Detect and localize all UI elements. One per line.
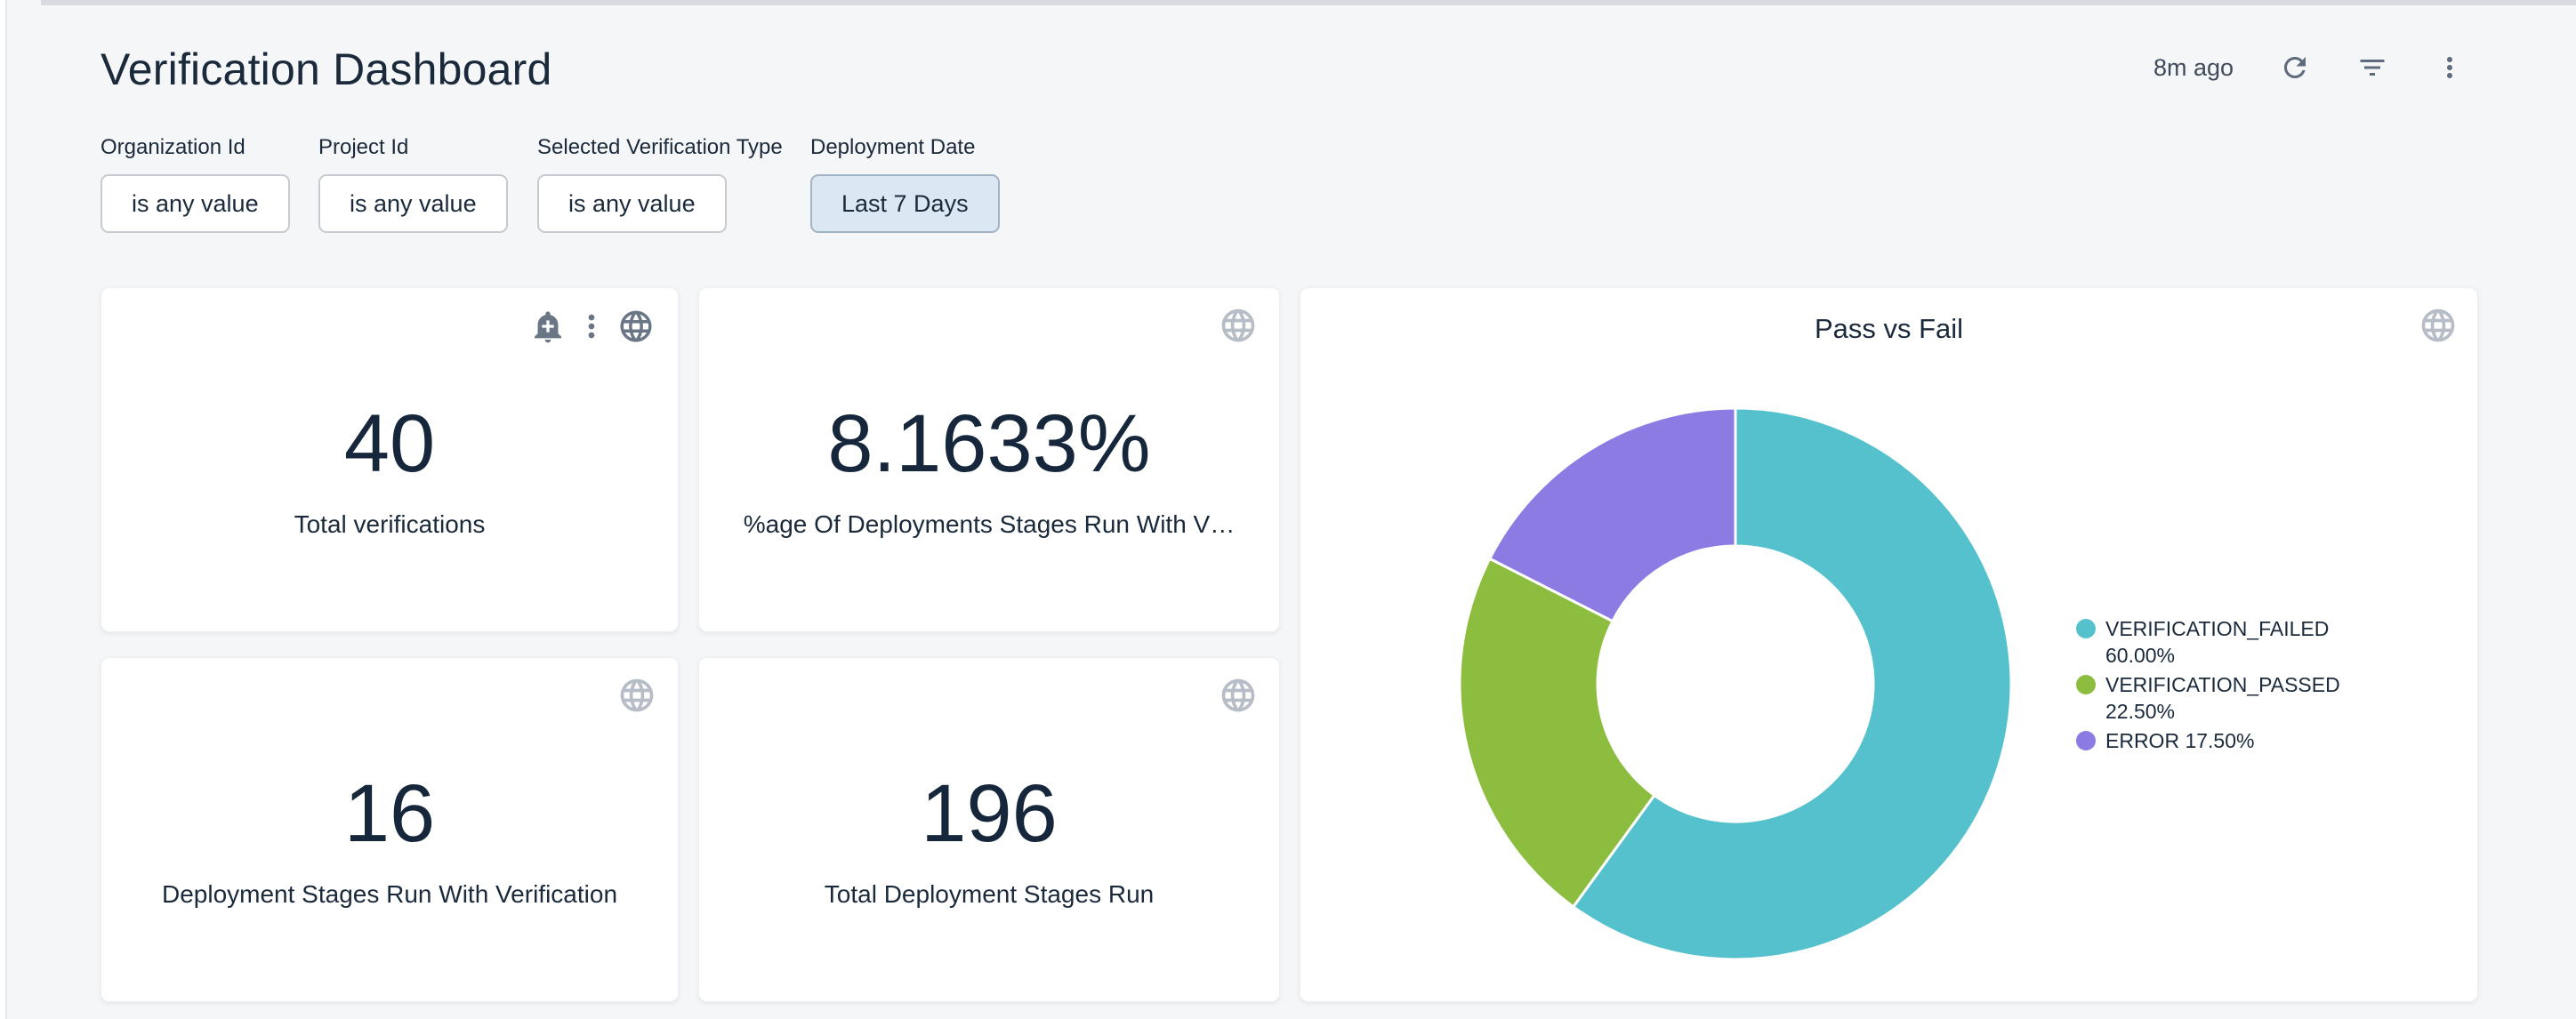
filter-bar: Organization Id is any value Project Id …	[101, 135, 1000, 233]
donut-chart	[1442, 390, 2029, 977]
filter-value-button-verification-type[interactable]: is any value	[537, 174, 727, 233]
donut-slice-verification_passed[interactable]	[1458, 557, 1656, 909]
globe-icon[interactable]	[2419, 306, 2458, 345]
donut-slice-verification_failed[interactable]	[1571, 406, 2013, 961]
legend-item-verification-failed[interactable]: VERIFICATION_FAILED 60.00%	[2076, 615, 2379, 669]
tile-hover-actions	[530, 308, 655, 345]
tile-stages-run-with-verification: 16 Deployment Stages Run With Verificati…	[101, 657, 679, 1002]
filter-list-icon[interactable]	[2356, 52, 2388, 84]
filter-label: Organization Id	[101, 135, 246, 159]
filter-label: Deployment Date	[810, 135, 976, 159]
chart-legend: VERIFICATION_FAILED 60.00% VERIFICATION_…	[2076, 615, 2379, 754]
legend-dot-verification-failed	[2076, 619, 2096, 638]
filter-value-button-organization-id[interactable]: is any value	[101, 174, 290, 233]
legend-label: VERIFICATION_FAILED 60.00%	[2105, 617, 2330, 667]
legend-dot-error	[2076, 731, 2096, 750]
legend-label: ERROR 17.50%	[2105, 729, 2255, 752]
filter-deployment-date: Deployment Date Last 7 Days	[810, 135, 1000, 233]
legend-dot-verification-passed	[2076, 675, 2096, 694]
kebab-menu-icon[interactable]	[574, 309, 609, 344]
tile-total-stages-run: 196 Total Deployment Stages Run	[698, 657, 1280, 1002]
left-edge-strip	[0, 0, 7, 1019]
filter-value-button-project-id[interactable]: is any value	[318, 174, 508, 233]
globe-icon[interactable]	[1219, 306, 1258, 345]
filter-organization-id: Organization Id is any value	[101, 135, 318, 233]
refresh-icon[interactable]	[2279, 52, 2311, 84]
donut-slice-error[interactable]	[1487, 406, 1737, 623]
globe-icon[interactable]	[1219, 676, 1258, 715]
legend-label: VERIFICATION_PASSED 22.50%	[2105, 673, 2340, 723]
tile-label: Total verifications	[294, 510, 486, 538]
tile-label: Deployment Stages Run With Verification	[161, 880, 618, 908]
tile-pct-stages-with-verification: 8.1633% %age Of Deployments Stages Run W…	[698, 287, 1280, 632]
legend-item-verification-passed[interactable]: VERIFICATION_PASSED 22.50%	[2076, 671, 2379, 725]
tile-value: 40	[343, 398, 436, 489]
kebab-menu-icon[interactable]	[2434, 52, 2466, 84]
filter-label: Project Id	[318, 135, 409, 159]
filter-verification-type: Selected Verification Type is any value	[537, 135, 810, 233]
filter-value-button-deployment-date[interactable]: Last 7 Days	[810, 174, 1000, 233]
tile-value: 16	[343, 768, 436, 859]
last-refresh-timestamp: 8m ago	[2153, 53, 2234, 81]
tile-label: Total Deployment Stages Run	[824, 880, 1155, 908]
filter-project-id: Project Id is any value	[318, 135, 537, 233]
globe-icon[interactable]	[617, 676, 656, 715]
globe-icon[interactable]	[617, 308, 655, 345]
page-title: Verification Dashboard	[101, 44, 552, 94]
tile-value: 8.1633%	[827, 398, 1151, 489]
header-actions: 8m ago	[2153, 52, 2466, 84]
pass-vs-fail-chart-card: Pass vs Fail VERIFICATION_FAILED 60.00% …	[1300, 287, 2478, 1002]
legend-item-error[interactable]: ERROR 17.50%	[2076, 727, 2379, 754]
tile-label: %age Of Deployments Stages Run With V…	[743, 510, 1236, 538]
chart-title: Pass vs Fail	[1814, 313, 1964, 344]
filter-label: Selected Verification Type	[537, 135, 783, 159]
top-scroll-strip	[41, 0, 2576, 5]
tile-value: 196	[921, 768, 1058, 859]
alert-add-bell-icon[interactable]	[530, 309, 566, 344]
tile-total-verifications: 40 Total verifications	[101, 287, 679, 632]
